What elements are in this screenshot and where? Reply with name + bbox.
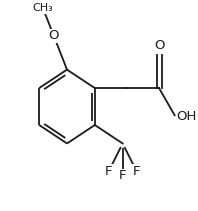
- Text: F: F: [105, 165, 112, 178]
- Text: F: F: [119, 169, 126, 183]
- Text: O: O: [154, 39, 164, 52]
- Text: CH₃: CH₃: [33, 3, 53, 13]
- Text: O: O: [49, 30, 59, 42]
- Text: F: F: [133, 165, 141, 178]
- Text: OH: OH: [176, 110, 197, 123]
